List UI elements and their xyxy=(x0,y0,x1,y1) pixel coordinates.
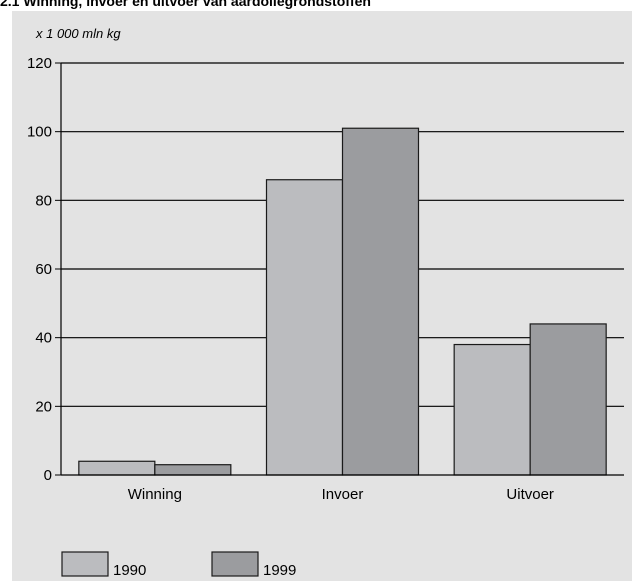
y-tick-label: 80 xyxy=(35,192,52,209)
bar-1990-invoer xyxy=(265,179,344,476)
bar-1990-winning xyxy=(78,460,156,476)
y-axis-ticks: 0 20 40 60 80 100 120 xyxy=(27,55,61,484)
y-tick-label: 20 xyxy=(35,398,52,415)
plot-frame xyxy=(60,63,624,476)
y-tick-label: 40 xyxy=(35,330,52,347)
legend-label: 1999 xyxy=(263,562,296,579)
y-tick-label: 120 xyxy=(27,55,52,72)
unit-label: x 1 000 mln kg xyxy=(35,26,121,41)
x-tick-label: Invoer xyxy=(322,486,364,503)
legend-swatch-1990 xyxy=(61,551,109,577)
bar-1999-winning xyxy=(154,464,232,476)
y-tick-label: 100 xyxy=(27,124,52,141)
legend: 1990 1999 xyxy=(61,551,296,579)
y-tick-label: 60 xyxy=(35,261,52,278)
x-tick-label: Winning xyxy=(128,486,182,503)
x-tick-label: Uitvoer xyxy=(506,486,554,503)
bar-1990-uitvoer xyxy=(453,343,531,476)
x-axis-ticks: Winning Invoer Uitvoer xyxy=(128,486,554,503)
bar-1999-uitvoer xyxy=(529,323,607,476)
legend-swatch-1999 xyxy=(211,551,259,577)
chart-title: 2.1 Winning, invoer en uitvoer van aardo… xyxy=(0,0,371,9)
legend-label: 1990 xyxy=(113,562,146,579)
bars xyxy=(78,127,607,476)
y-tick-label: 0 xyxy=(44,467,52,484)
bar-1999-invoer xyxy=(341,127,420,476)
